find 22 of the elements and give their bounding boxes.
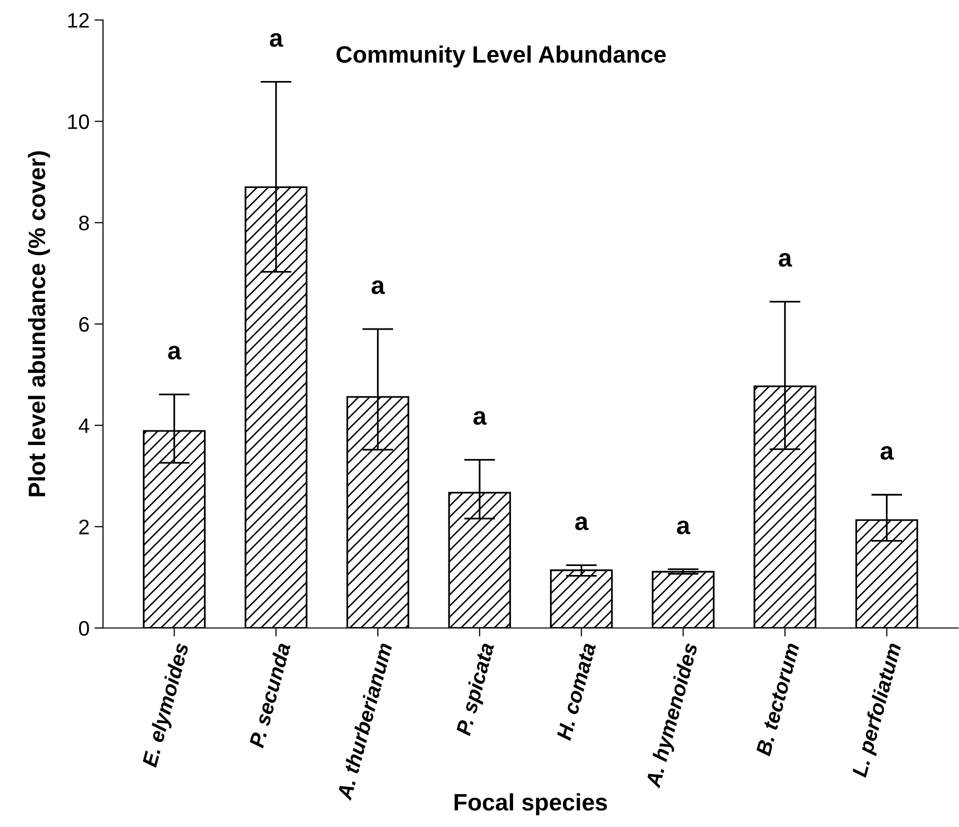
x-axis-title: Focal species [454, 793, 607, 816]
annotation: a [372, 280, 385, 294]
annotation: a [270, 33, 284, 47]
annotation: a [168, 346, 182, 360]
y-tick-label: 2 [79, 520, 89, 534]
y-tick-label: 8 [79, 216, 89, 230]
y-tick-label: 0 [79, 621, 89, 636]
annotation: a [676, 520, 690, 534]
x-tick-label: P. secunda [248, 642, 291, 748]
x-tick-label: B. tectorum [756, 642, 800, 757]
y-axis-title: Plot level abundance (% cover) [28, 151, 50, 496]
x-tick-label: P. spicata [455, 642, 498, 738]
text: Community Level Abundance [336, 45, 666, 68]
annotation: a [880, 446, 894, 460]
y-tick-label: 6 [79, 317, 89, 332]
y-tick-label: 10 [68, 114, 89, 130]
annotation: a [575, 516, 589, 530]
y-tick-label: 4 [78, 418, 90, 433]
annotation: a [778, 253, 792, 267]
annotation: a [473, 411, 487, 425]
x-tick-label: H. comata [556, 642, 596, 741]
y-tick-label: 12 [68, 13, 89, 28]
